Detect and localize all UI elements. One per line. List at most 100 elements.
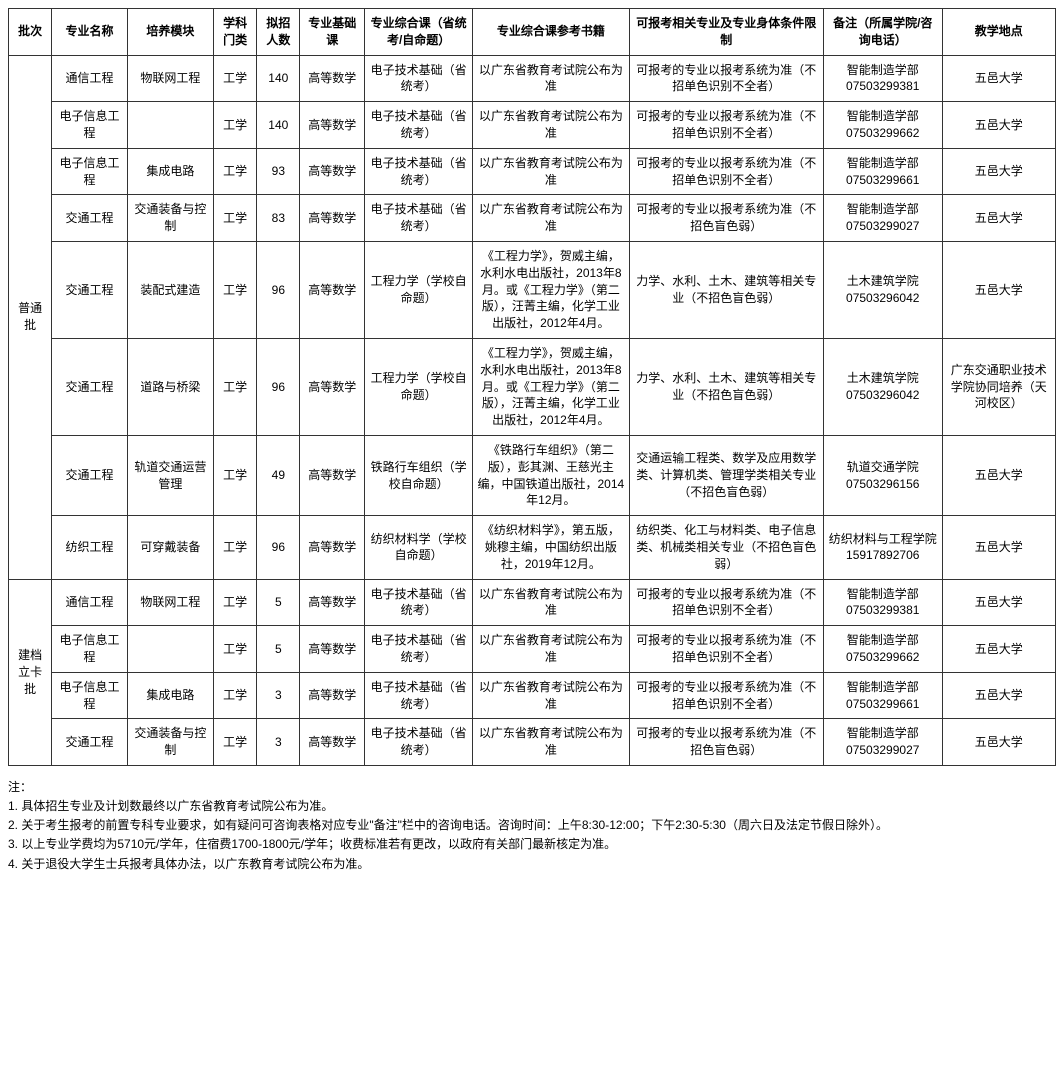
cell-restrict: 可报考的专业以报考系统为准（不招单色识别不全者） bbox=[629, 55, 823, 102]
cell-basic: 高等数学 bbox=[300, 672, 365, 719]
cell-comp: 工程力学（学校自命题） bbox=[365, 338, 473, 435]
cell-note: 智能制造学部07503299027 bbox=[823, 719, 942, 766]
cell-enroll: 96 bbox=[257, 516, 300, 579]
cell-books: 《纺织材料学》，第五版，姚穆主编，中国纺织出版社，2019年12月。 bbox=[473, 516, 630, 579]
cell-category: 工学 bbox=[214, 516, 257, 579]
cell-enroll: 83 bbox=[257, 195, 300, 242]
cell-location: 五邑大学 bbox=[942, 435, 1055, 515]
cell-books: 以广东省教育考试院公布为准 bbox=[473, 672, 630, 719]
cell-enroll: 5 bbox=[257, 579, 300, 626]
cell-note: 纺织材料与工程学院15917892706 bbox=[823, 516, 942, 579]
cell-books: 以广东省教育考试院公布为准 bbox=[473, 195, 630, 242]
cell-note: 智能制造学部07503299662 bbox=[823, 102, 942, 149]
cell-location: 五邑大学 bbox=[942, 579, 1055, 626]
cell-note: 智能制造学部07503299381 bbox=[823, 579, 942, 626]
header-enroll: 拟招人数 bbox=[257, 9, 300, 56]
note-line: 2. 关于考生报考的前置专科专业要求，如有疑问可咨询表格对应专业"备注"栏中的咨… bbox=[8, 816, 1056, 835]
cell-major: 电子信息工程 bbox=[52, 148, 128, 195]
table-body: 普通批通信工程物联网工程工学140高等数学电子技术基础（省统考）以广东省教育考试… bbox=[9, 55, 1056, 765]
cell-restrict: 可报考的专业以报考系统为准（不招单色识别不全者） bbox=[629, 148, 823, 195]
cell-enroll: 3 bbox=[257, 719, 300, 766]
cell-restrict: 可报考的专业以报考系统为准（不招单色识别不全者） bbox=[629, 102, 823, 149]
cell-books: 以广东省教育考试院公布为准 bbox=[473, 102, 630, 149]
note-line: 1. 具体招生专业及计划数最终以广东省教育考试院公布为准。 bbox=[8, 797, 1056, 816]
cell-category: 工学 bbox=[214, 102, 257, 149]
cell-basic: 高等数学 bbox=[300, 102, 365, 149]
cell-module: 物联网工程 bbox=[127, 55, 213, 102]
cell-module bbox=[127, 102, 213, 149]
cell-major: 电子信息工程 bbox=[52, 672, 128, 719]
cell-location: 五邑大学 bbox=[942, 148, 1055, 195]
cell-basic: 高等数学 bbox=[300, 435, 365, 515]
cell-note: 智能制造学部07503299661 bbox=[823, 672, 942, 719]
cell-note: 土木建筑学院07503296042 bbox=[823, 338, 942, 435]
cell-comp: 铁路行车组织（学校自命题） bbox=[365, 435, 473, 515]
cell-module: 交通装备与控制 bbox=[127, 719, 213, 766]
cell-note: 智能制造学部07503299661 bbox=[823, 148, 942, 195]
table-row: 交通工程交通装备与控制工学83高等数学电子技术基础（省统考）以广东省教育考试院公… bbox=[9, 195, 1056, 242]
note-line: 3. 以上专业学费均为5710元/学年，住宿费1700-1800元/学年；收费标… bbox=[8, 835, 1056, 854]
cell-location: 五邑大学 bbox=[942, 195, 1055, 242]
cell-module: 交通装备与控制 bbox=[127, 195, 213, 242]
cell-restrict: 可报考的专业以报考系统为准（不招单色识别不全者） bbox=[629, 626, 823, 673]
batch-cell: 普通批 bbox=[9, 55, 52, 579]
cell-major: 交通工程 bbox=[52, 435, 128, 515]
cell-restrict: 力学、水利、土木、建筑等相关专业（不招色盲色弱） bbox=[629, 241, 823, 338]
cell-comp: 电子技术基础（省统考） bbox=[365, 719, 473, 766]
cell-category: 工学 bbox=[214, 435, 257, 515]
cell-basic: 高等数学 bbox=[300, 195, 365, 242]
table-row: 电子信息工程集成电路工学93高等数学电子技术基础（省统考）以广东省教育考试院公布… bbox=[9, 148, 1056, 195]
table-row: 电子信息工程工学5高等数学电子技术基础（省统考）以广东省教育考试院公布为准可报考… bbox=[9, 626, 1056, 673]
cell-location: 五邑大学 bbox=[942, 626, 1055, 673]
cell-books: 《铁路行车组织》（第二版），彭其渊、王慈光主编，中国铁道出版社，2014年12月… bbox=[473, 435, 630, 515]
cell-restrict: 可报考的专业以报考系统为准（不招单色识别不全者） bbox=[629, 579, 823, 626]
header-major: 专业名称 bbox=[52, 9, 128, 56]
table-row: 电子信息工程集成电路工学3高等数学电子技术基础（省统考）以广东省教育考试院公布为… bbox=[9, 672, 1056, 719]
cell-location: 五邑大学 bbox=[942, 102, 1055, 149]
cell-location: 五邑大学 bbox=[942, 241, 1055, 338]
cell-basic: 高等数学 bbox=[300, 516, 365, 579]
cell-basic: 高等数学 bbox=[300, 719, 365, 766]
cell-category: 工学 bbox=[214, 672, 257, 719]
header-location: 教学地点 bbox=[942, 9, 1055, 56]
table-row: 普通批通信工程物联网工程工学140高等数学电子技术基础（省统考）以广东省教育考试… bbox=[9, 55, 1056, 102]
cell-note: 智能制造学部07503299381 bbox=[823, 55, 942, 102]
cell-category: 工学 bbox=[214, 241, 257, 338]
cell-enroll: 96 bbox=[257, 241, 300, 338]
cell-books: 以广东省教育考试院公布为准 bbox=[473, 148, 630, 195]
cell-location: 五邑大学 bbox=[942, 55, 1055, 102]
header-basic: 专业基础课 bbox=[300, 9, 365, 56]
cell-major: 交通工程 bbox=[52, 241, 128, 338]
header-category: 学科门类 bbox=[214, 9, 257, 56]
header-restrict: 可报考相关专业及专业身体条件限制 bbox=[629, 9, 823, 56]
cell-location: 五邑大学 bbox=[942, 516, 1055, 579]
cell-enroll: 140 bbox=[257, 102, 300, 149]
notes-section: 注： 1. 具体招生专业及计划数最终以广东省教育考试院公布为准。2. 关于考生报… bbox=[8, 778, 1056, 874]
cell-major: 电子信息工程 bbox=[52, 626, 128, 673]
cell-module: 集成电路 bbox=[127, 672, 213, 719]
notes-title: 注： bbox=[8, 778, 1056, 797]
cell-comp: 电子技术基础（省统考） bbox=[365, 672, 473, 719]
cell-enroll: 49 bbox=[257, 435, 300, 515]
cell-enroll: 93 bbox=[257, 148, 300, 195]
cell-note: 智能制造学部07503299662 bbox=[823, 626, 942, 673]
cell-basic: 高等数学 bbox=[300, 241, 365, 338]
header-module: 培养模块 bbox=[127, 9, 213, 56]
cell-major: 交通工程 bbox=[52, 195, 128, 242]
cell-major: 通信工程 bbox=[52, 55, 128, 102]
cell-major: 交通工程 bbox=[52, 338, 128, 435]
cell-basic: 高等数学 bbox=[300, 338, 365, 435]
cell-comp: 电子技术基础（省统考） bbox=[365, 102, 473, 149]
cell-module: 物联网工程 bbox=[127, 579, 213, 626]
cell-enroll: 3 bbox=[257, 672, 300, 719]
cell-comp: 电子技术基础（省统考） bbox=[365, 195, 473, 242]
cell-restrict: 可报考的专业以报考系统为准（不招色盲色弱） bbox=[629, 719, 823, 766]
table-row: 交通工程轨道交通运营管理工学49高等数学铁路行车组织（学校自命题）《铁路行车组织… bbox=[9, 435, 1056, 515]
cell-category: 工学 bbox=[214, 626, 257, 673]
batch-cell: 建档立卡批 bbox=[9, 579, 52, 765]
note-line: 4. 关于退役大学生士兵报考具体办法，以广东教育考试院公布为准。 bbox=[8, 855, 1056, 874]
header-books: 专业综合课参考书籍 bbox=[473, 9, 630, 56]
table-row: 建档立卡批通信工程物联网工程工学5高等数学电子技术基础（省统考）以广东省教育考试… bbox=[9, 579, 1056, 626]
cell-category: 工学 bbox=[214, 55, 257, 102]
cell-note: 轨道交通学院07503296156 bbox=[823, 435, 942, 515]
